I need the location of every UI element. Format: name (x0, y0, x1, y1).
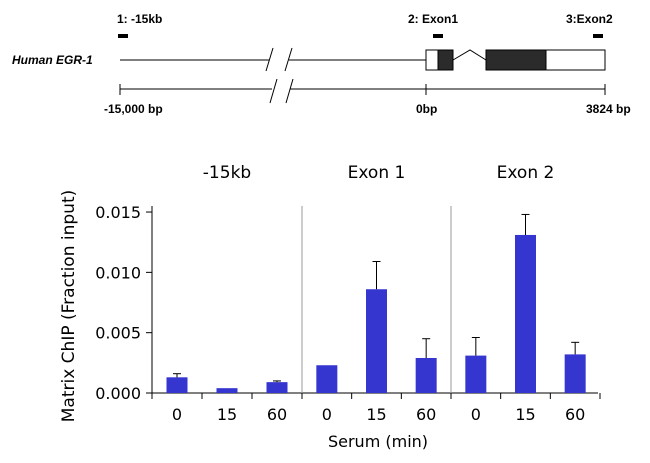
scale-label-left: -15,000 bp (104, 102, 163, 116)
gene-break-mark-2 (284, 47, 293, 72)
bar (415, 358, 437, 393)
gene-name: Human EGR-1 (12, 53, 93, 67)
region-marker-2 (433, 34, 443, 38)
panel-title: -15kb (203, 163, 251, 183)
region-marker-1 (118, 34, 128, 38)
bar (366, 289, 387, 393)
gene-map: 1: -15kb 2: Exon1 3:Exon2 Human EGR-1 -1… (12, 12, 631, 116)
panel-title: Exon 1 (348, 163, 406, 183)
scale-label-mid: 0bp (416, 102, 437, 116)
x-tick-label: 0 (471, 405, 481, 424)
y-tick-label: 0.010 (95, 263, 141, 282)
exon2-coding (485, 49, 547, 71)
region-label-1: 1: -15kb (117, 12, 162, 26)
x-tick-label: 15 (217, 405, 237, 424)
bar (564, 354, 586, 393)
bar (216, 388, 238, 393)
scale-break-mark-2 (285, 78, 294, 104)
region-label-3: 3:Exon2 (566, 12, 613, 26)
bar (465, 355, 487, 393)
exon1-utr (425, 49, 439, 71)
gene-break-mark-1 (265, 47, 274, 72)
region-marker-3 (593, 34, 603, 38)
y-tick-label: 0.000 (95, 384, 141, 403)
exon2-utr (545, 49, 606, 71)
x-tick-label: 60 (416, 405, 436, 424)
y-tick-label: 0.015 (95, 203, 141, 222)
scale-break-mark-1 (269, 78, 278, 104)
x-axis-label: Serum (min) (328, 432, 428, 451)
bar-chart: Matrix ChIP (Fraction input) Serum (min)… (59, 163, 601, 451)
x-tick-label: 15 (366, 405, 386, 424)
chart-marks: 0.000 0.005 0.010 0.015 -15kb 0 15 60 Exon 1 0 15 6… (95, 163, 601, 424)
x-tick-label: 60 (267, 405, 287, 424)
x-tick-label: 15 (515, 405, 535, 424)
y-tick-label: 0.005 (95, 324, 141, 343)
panel-title: Exon 2 (497, 163, 555, 183)
region-label-2: 2: Exon1 (408, 12, 458, 26)
x-tick-label: 60 (565, 405, 585, 424)
bar (515, 234, 536, 393)
exon1-coding (437, 49, 454, 71)
bar (316, 365, 338, 393)
y-axis-label: Matrix ChIP (Fraction input) (59, 190, 79, 423)
x-tick-label: 0 (172, 405, 182, 424)
scale-label-right: 3824 bp (586, 102, 631, 116)
bar (166, 377, 188, 393)
x-tick-label: 0 (322, 405, 332, 424)
intron (452, 49, 487, 61)
bar (266, 382, 288, 393)
